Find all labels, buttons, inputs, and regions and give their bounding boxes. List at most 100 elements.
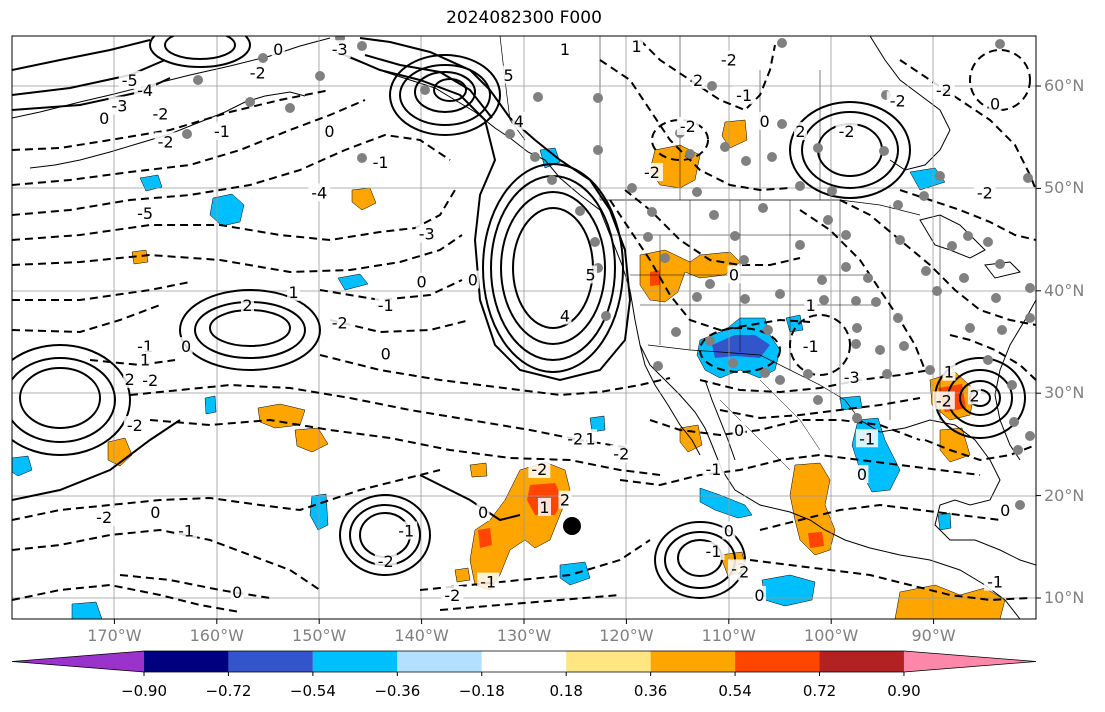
contour-label: -3 — [112, 96, 128, 115]
contour-label: -4 — [137, 81, 153, 100]
contour-label: 0 — [324, 122, 334, 141]
anomaly-patch-negative — [761, 574, 816, 607]
contour-label-background — [476, 503, 490, 522]
contour-label-background — [641, 163, 663, 182]
contour-label-background — [799, 337, 822, 356]
colorbar-segment — [144, 651, 229, 672]
station-marker — [775, 289, 785, 299]
contour-label-background — [737, 562, 751, 581]
contour-high-dateline — [19, 367, 101, 429]
contour-low-tropic — [419, 539, 651, 611]
contour-label-background — [932, 391, 955, 410]
contour-low-gulf — [949, 334, 1036, 381]
contour-label-background — [732, 421, 746, 440]
station-marker — [182, 129, 192, 139]
contour-label: 2 — [739, 562, 749, 581]
colorbar-tick-label: −0.72 — [205, 682, 252, 700]
station-marker — [852, 413, 862, 423]
contour-label-background — [148, 503, 162, 522]
contour-label-background — [210, 122, 233, 141]
contour-label: 0 — [729, 265, 739, 284]
colorbar-segment — [228, 651, 313, 672]
contour-label-background — [717, 50, 740, 69]
colorbar-tick-label: −0.18 — [458, 682, 505, 700]
axis-tick-layer — [113, 85, 1041, 624]
contour-label: 0 — [232, 583, 242, 602]
contour-low-cutoff — [969, 49, 1031, 111]
colorbar-tick-label: 0.54 — [718, 682, 752, 700]
contour-label: -2 — [96, 508, 112, 527]
contour-label-background — [328, 313, 351, 332]
contour-label-background — [793, 122, 807, 141]
contour-label: -1 — [803, 337, 819, 356]
station-marker — [871, 297, 881, 307]
colorbar-segment — [397, 651, 482, 672]
contour-label-background — [108, 96, 131, 115]
contour-label-background — [138, 350, 152, 369]
station-marker — [1015, 500, 1025, 510]
contour-label-background — [942, 362, 956, 381]
contour-label-background — [835, 122, 858, 141]
station-marker — [841, 230, 851, 240]
anomaly-patch-negative — [209, 193, 245, 227]
contour-label-background — [691, 70, 705, 89]
station-marker — [983, 355, 993, 365]
storm-center-marker — [563, 517, 581, 535]
station-marker — [627, 183, 637, 193]
anomaly-patch-negative — [71, 601, 103, 619]
station-marker — [705, 336, 715, 346]
contour-label-background — [932, 81, 955, 100]
contour-low-subtropic — [89, 354, 671, 397]
anomaly-patch-strong-positive — [650, 270, 660, 286]
contour-high-gulf — [959, 380, 1001, 416]
contour-high-subtropic-west — [179, 289, 321, 371]
contour-low-subtropic — [149, 418, 661, 476]
station-marker — [1013, 445, 1023, 455]
contour-label: 1 — [944, 363, 954, 382]
contour-high-subtropic-east — [339, 494, 431, 576]
station-marker — [863, 273, 873, 283]
station-marker — [1025, 431, 1035, 441]
contour-label-background — [308, 183, 331, 202]
contour-label-background — [123, 369, 137, 388]
colorbar-segment — [566, 651, 651, 672]
contour-label-background — [753, 585, 767, 604]
station-marker — [741, 156, 751, 166]
contour-label: -1 — [987, 573, 1003, 592]
contour-low-north-pacific — [12, 133, 451, 216]
longitude-label: 90°W — [911, 626, 956, 645]
contour-high-alaska — [433, 78, 467, 102]
contour-label: -2 — [936, 391, 952, 410]
border-us-canada — [600, 199, 921, 216]
anomaly-patch-negative — [559, 561, 591, 586]
contour-label: -5 — [137, 204, 153, 223]
contour-label: 0 — [99, 109, 109, 128]
station-marker — [533, 92, 543, 102]
contour-low-mexico — [649, 419, 921, 441]
coastline-hudson-bay — [869, 36, 951, 171]
contour-label: 5 — [585, 265, 595, 284]
contour-label: -3 — [332, 40, 348, 59]
colorbar-segment — [12, 651, 144, 672]
station-marker — [705, 279, 715, 289]
contour-label: 5 — [504, 66, 514, 85]
contour-label-background — [804, 296, 818, 315]
contour-high-bering — [164, 36, 236, 60]
contour-label: -3 — [419, 224, 435, 243]
colorbar-segment — [312, 651, 398, 672]
contour-label-background — [134, 204, 157, 222]
contour-low-canada — [899, 59, 1036, 191]
contour-high-ridge — [344, 37, 632, 382]
station-marker — [671, 327, 681, 337]
contour-low-north-pacific — [12, 304, 471, 334]
contour-low-canada — [599, 59, 791, 192]
negative-contour-layer — [12, 39, 1036, 613]
longitude-label: 130°W — [496, 626, 552, 645]
station-marker — [593, 93, 603, 103]
station-marker — [817, 275, 827, 285]
contour-label-background — [149, 104, 172, 123]
contour-high-california — [500, 191, 606, 345]
station-marker — [921, 266, 931, 276]
station-marker — [947, 241, 957, 251]
border-alaska-canada — [499, 36, 526, 141]
